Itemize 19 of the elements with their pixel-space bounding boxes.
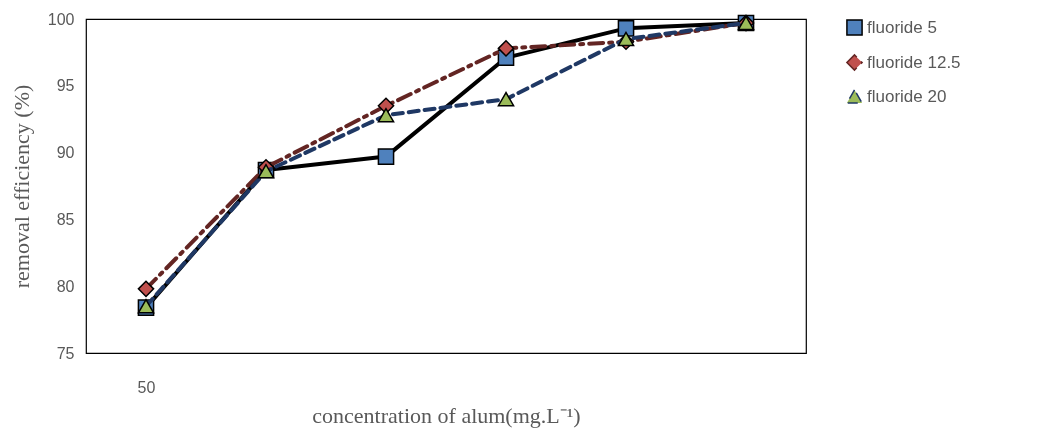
point bbox=[377, 107, 395, 123]
point bbox=[497, 40, 515, 57]
y-axis-title: removal efficiency (%) bbox=[8, 84, 34, 289]
point bbox=[137, 280, 155, 298]
y-tick-label: 85 bbox=[56, 210, 75, 228]
point bbox=[617, 20, 635, 37]
legend-label: fluoride 20 bbox=[867, 86, 947, 106]
y-tick-label: 90 bbox=[56, 144, 75, 162]
legend-label: fluoride 5 bbox=[867, 17, 937, 37]
x-axis-title: concentration of alum(mg.L⁻¹) bbox=[312, 402, 581, 428]
x-tick-label: 50 bbox=[137, 378, 156, 396]
y-tick-label: 75 bbox=[56, 344, 75, 362]
y-tick-label: 95 bbox=[56, 77, 75, 95]
point bbox=[617, 31, 635, 47]
y-tick-label: 80 bbox=[56, 277, 75, 295]
legend-label: fluoride 12.5 bbox=[867, 52, 961, 72]
point bbox=[497, 91, 515, 107]
y-tick-label: 100 bbox=[47, 10, 75, 28]
point bbox=[377, 148, 395, 165]
